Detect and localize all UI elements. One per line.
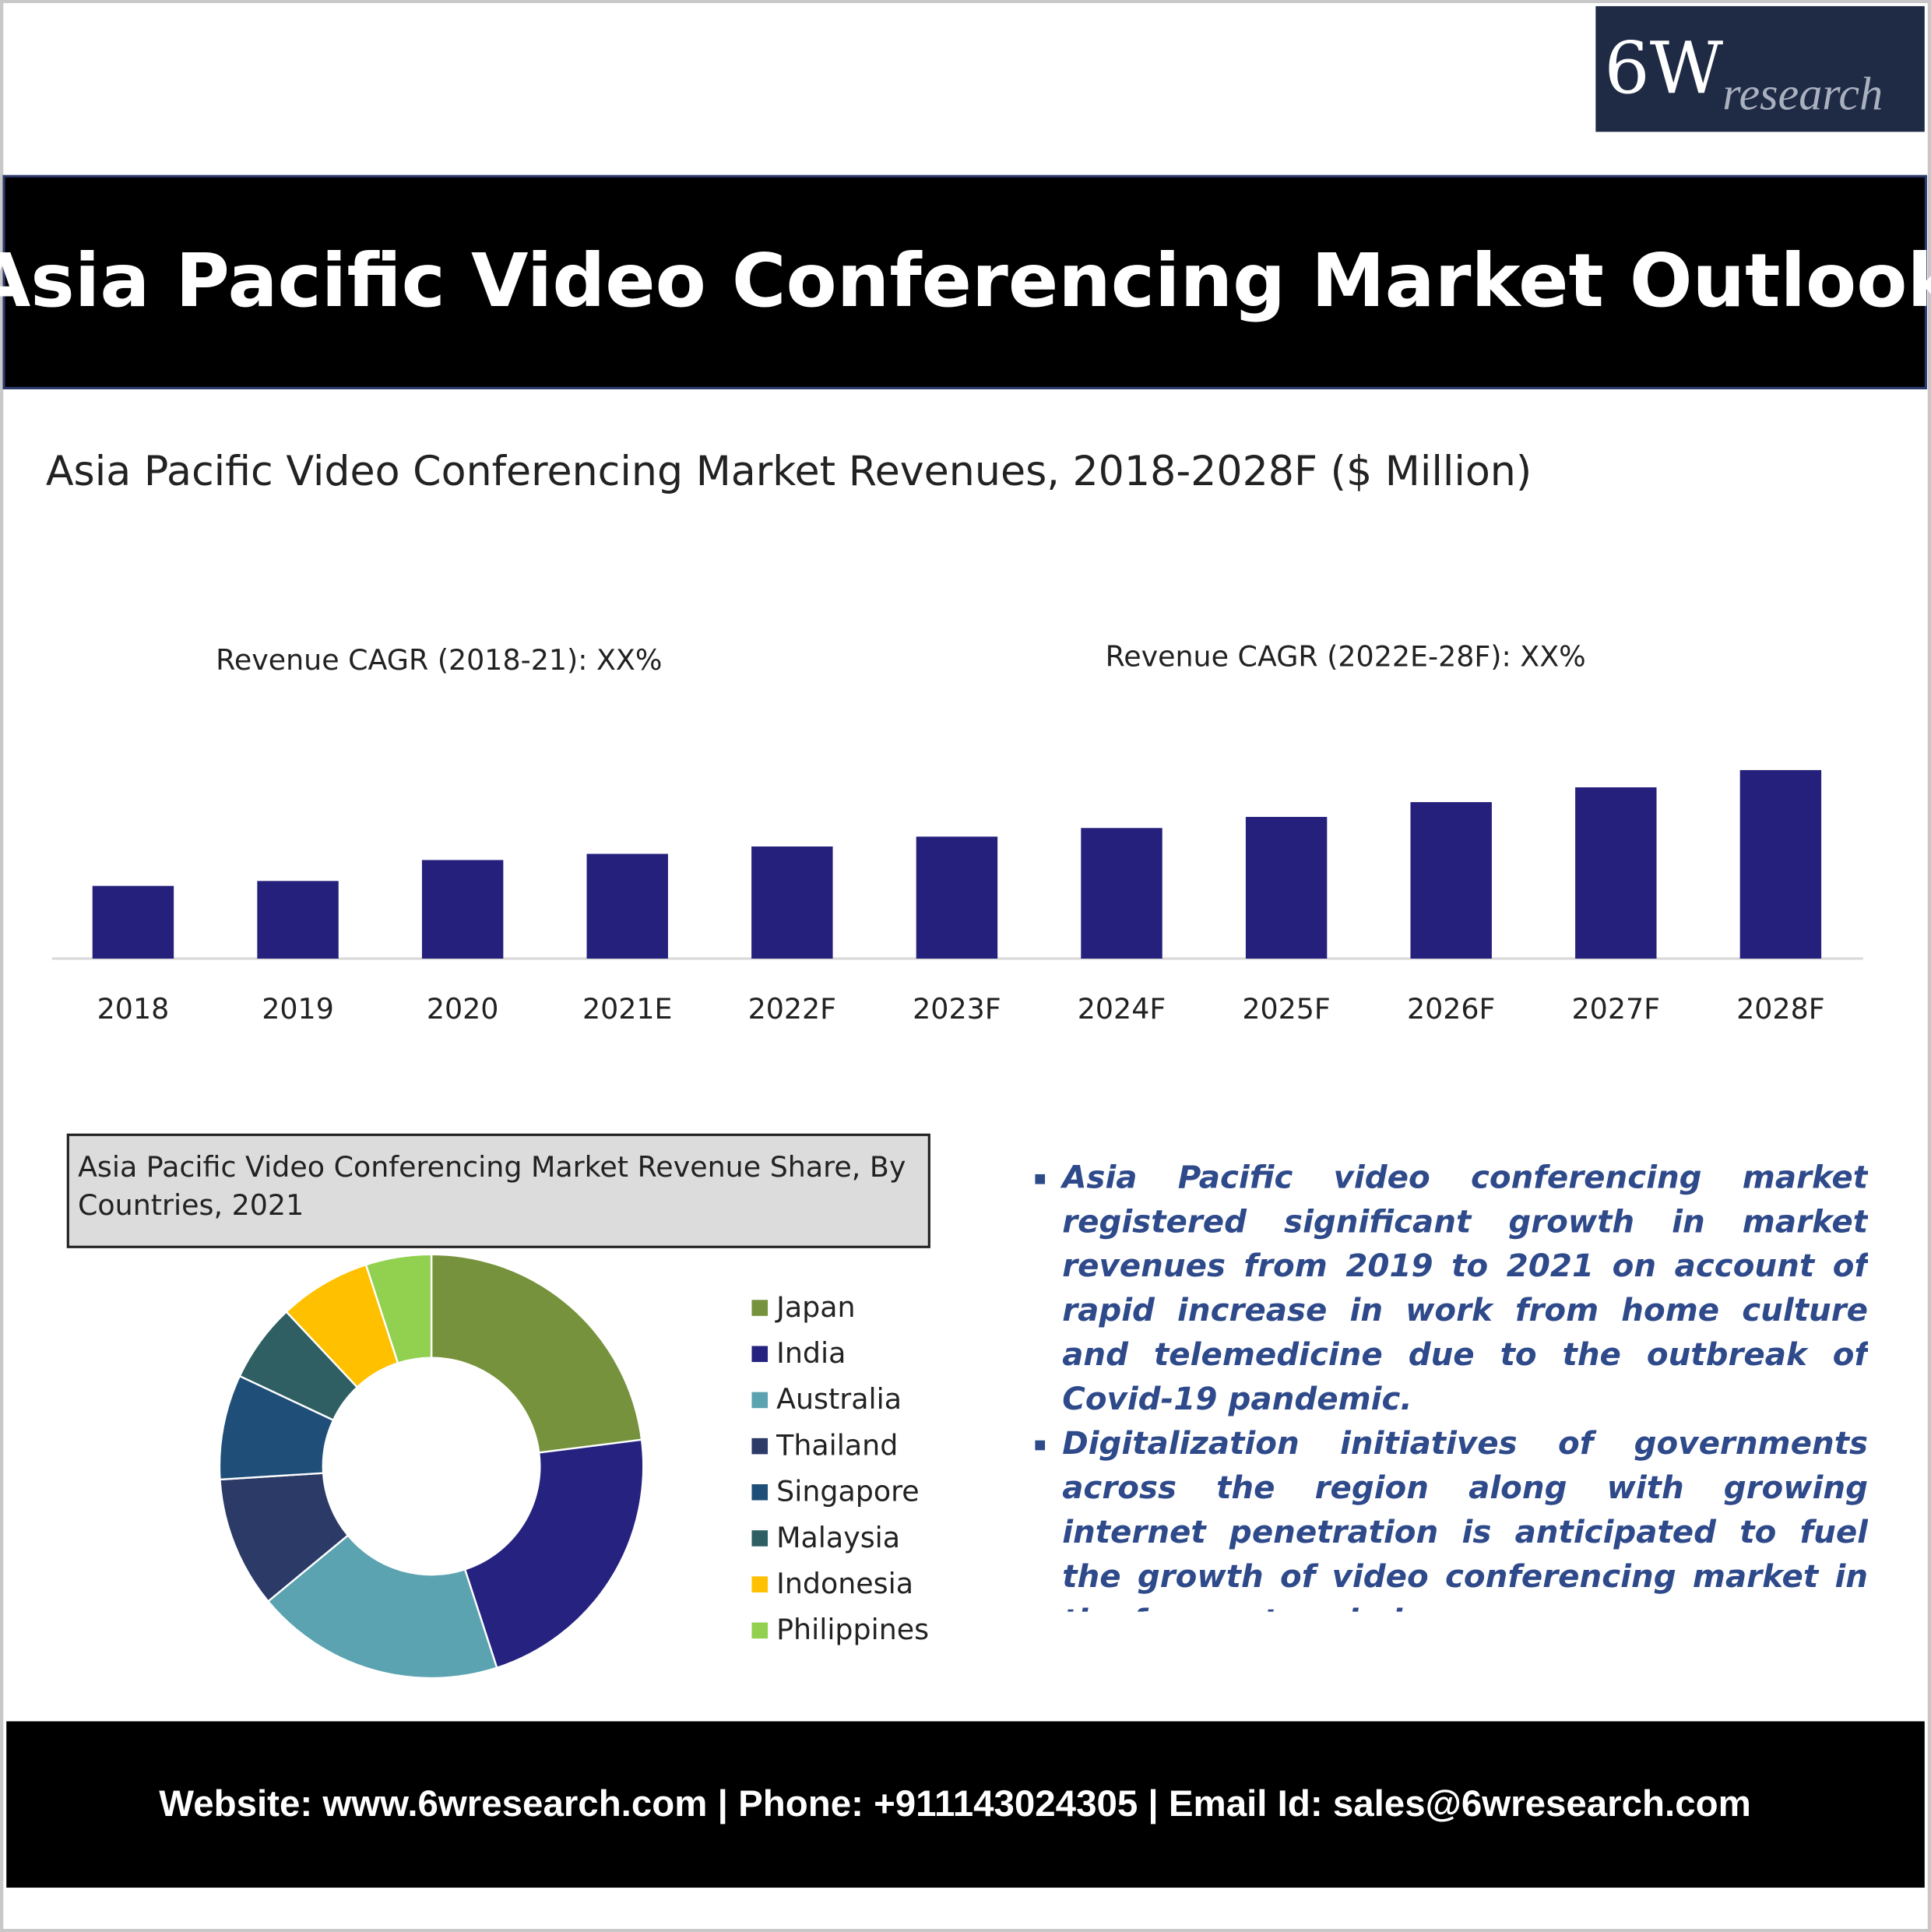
- bar: [1739, 769, 1822, 959]
- x-tick-label: 2025F: [1242, 992, 1331, 1026]
- bullet: Asia Pacific video conferencing market r…: [1062, 1156, 1868, 1422]
- legend-label: India: [776, 1336, 846, 1370]
- bar: [916, 836, 998, 959]
- bar: [92, 885, 174, 959]
- annotation: Revenue CAGR (2018-21): XX%: [216, 643, 662, 677]
- x-tick-label: 2019: [262, 992, 334, 1026]
- bullet: Digitalization initiatives of government…: [1062, 1422, 1868, 1612]
- bullets-wrap: Asia Pacific video conferencing market r…: [1025, 1156, 1868, 1611]
- x-tick-label: 2026F: [1407, 992, 1496, 1026]
- bar: [421, 860, 504, 959]
- x-tick-label: 2027F: [1572, 992, 1661, 1026]
- x-tick-label: 2023F: [913, 992, 1001, 1026]
- legend-label: Indonesia: [776, 1567, 913, 1600]
- donut-slice: [364, 1253, 433, 1364]
- bar: [1410, 802, 1492, 959]
- bar: [257, 881, 339, 959]
- logo-box: [1595, 5, 1925, 132]
- pie-title-box: [66, 1133, 930, 1248]
- bullet-list: Asia Pacific video conferencing market r…: [1025, 1156, 1868, 1612]
- legend-swatch: [751, 1300, 769, 1316]
- chart-title: Asia Pacific Video Conferencing Market R…: [46, 449, 1532, 495]
- x-tick-label: 2018: [97, 992, 170, 1026]
- legend-label: Australia: [776, 1382, 902, 1416]
- legend-swatch: [751, 1576, 769, 1592]
- x-tick-label: 2020: [427, 992, 499, 1026]
- x-tick-label: 2021E: [582, 992, 673, 1026]
- legend-swatch: [751, 1484, 769, 1501]
- legend-label: Malaysia: [776, 1521, 900, 1554]
- annotation: Revenue CAGR (2022E-28F): XX%: [1106, 639, 1586, 673]
- donut-slice: [463, 1438, 645, 1670]
- legend-swatch: [751, 1346, 769, 1363]
- logo-word: research: [1722, 68, 1883, 120]
- bar: [586, 853, 668, 959]
- x-tick-label: 2022F: [748, 992, 837, 1026]
- legend-swatch: [751, 1622, 769, 1639]
- legend-label: Japan: [775, 1290, 855, 1324]
- footer-text: Website: www.6wresearch.com | Phone: +91…: [159, 1783, 1751, 1825]
- footer-band: [6, 1721, 1925, 1888]
- bar: [1245, 817, 1328, 959]
- legend-label: Philippines: [776, 1613, 929, 1646]
- logo-mark: 6W: [1604, 26, 1723, 110]
- legend-label: Thailand: [776, 1428, 898, 1462]
- header-title: Asia Pacific Video Conferencing Market O…: [0, 238, 1931, 324]
- bar: [751, 846, 833, 959]
- header-band: [2, 174, 1927, 389]
- x-tick-label: 2024F: [1078, 992, 1166, 1026]
- legend-swatch: [751, 1438, 769, 1455]
- pie-title-wrap: Asia Pacific Video Conferencing Market R…: [77, 1152, 906, 1223]
- donut-slice: [430, 1253, 643, 1454]
- donut-slice: [266, 1533, 498, 1680]
- legend-swatch: [751, 1530, 769, 1547]
- bar: [1081, 828, 1162, 959]
- bar: [1575, 787, 1657, 959]
- legend-swatch: [751, 1392, 769, 1409]
- legend-label: Singapore: [776, 1475, 920, 1508]
- pie-title: Asia Pacific Video Conferencing Market R…: [77, 1152, 906, 1223]
- x-tick-label: 2028F: [1736, 992, 1825, 1026]
